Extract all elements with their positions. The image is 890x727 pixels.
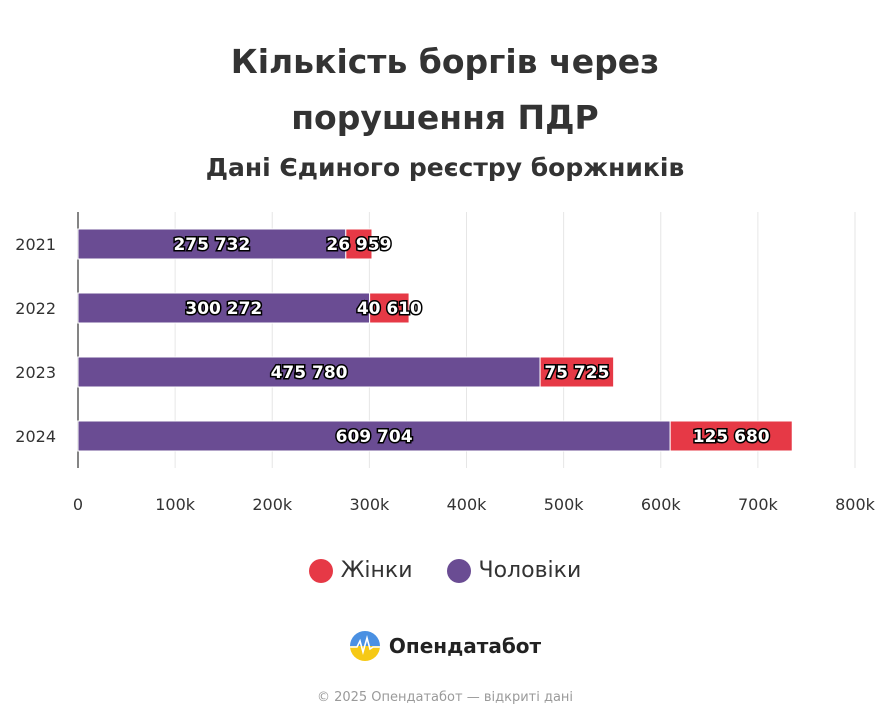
x-tick-label-700k: 700k <box>738 495 779 514</box>
y-tick-label-2021: 2021 <box>15 235 56 254</box>
x-tick-label-0: 0 <box>73 495 83 514</box>
data-label-2022-women: 40 610 <box>357 299 422 319</box>
brand-name: Опендатабот <box>388 634 542 658</box>
data-label-2024-men: 609 704 <box>336 427 413 447</box>
y-tick-label-2022: 2022 <box>15 299 56 318</box>
bar-2024-women <box>669 420 793 452</box>
x-tick-label-300k: 300k <box>349 495 390 514</box>
x-tick-label-100k: 100k <box>155 495 196 514</box>
y-tick-label-2023: 2023 <box>15 363 56 382</box>
x-tick-label-600k: 600k <box>641 495 682 514</box>
x-tick-label-800k: 800k <box>835 495 876 514</box>
brand-logo: Опендатабот <box>0 630 890 662</box>
data-label-2024-women: 125 680 <box>693 427 770 447</box>
legend-swatch-men <box>446 558 471 583</box>
x-tick-label-200k: 200k <box>252 495 293 514</box>
legend-swatch-women <box>308 558 333 583</box>
bar-2021-women <box>345 228 373 260</box>
data-label-2023-women: 75 725 <box>544 363 609 383</box>
chart-title-line2: порушення ПДР <box>291 98 599 137</box>
x-tick-label-400k: 400k <box>447 495 488 514</box>
data-label-2021-men: 275 732 <box>173 235 250 255</box>
opendatabot-logo-icon <box>349 631 380 661</box>
legend-label-men: Чоловіки <box>478 558 582 583</box>
data-label-2022-men: 300 272 <box>185 299 262 319</box>
chart-title-line1: Кількість боргів через <box>230 42 660 81</box>
chart-title: Кількість боргів через порушення ПДР <box>0 34 890 146</box>
data-label-2021-women: 26 959 <box>326 235 391 255</box>
chart-subtitle: Дані Єдиного реєстру боржників <box>205 153 685 182</box>
data-label-2023-men: 475 780 <box>271 363 348 383</box>
legend: Жінки Чоловіки <box>0 558 890 583</box>
legend-label-women: Жінки <box>340 558 413 583</box>
bar-chart: 0 100k 200k 300k 400k 500k 600k 700k 800k 2021 275… <box>15 212 876 514</box>
bar-2022-men <box>77 292 371 324</box>
x-tick-label-500k: 500k <box>544 495 585 514</box>
footer-credit: © 2025 Опендатабот — відкриті дані <box>316 690 574 705</box>
y-tick-label-2024: 2024 <box>15 427 56 446</box>
bar-2023-women <box>539 356 615 388</box>
legend-item-women[interactable]: Жінки <box>308 558 413 583</box>
legend-item-men[interactable]: Чоловіки <box>446 558 582 583</box>
bar-2022-women <box>369 292 410 324</box>
